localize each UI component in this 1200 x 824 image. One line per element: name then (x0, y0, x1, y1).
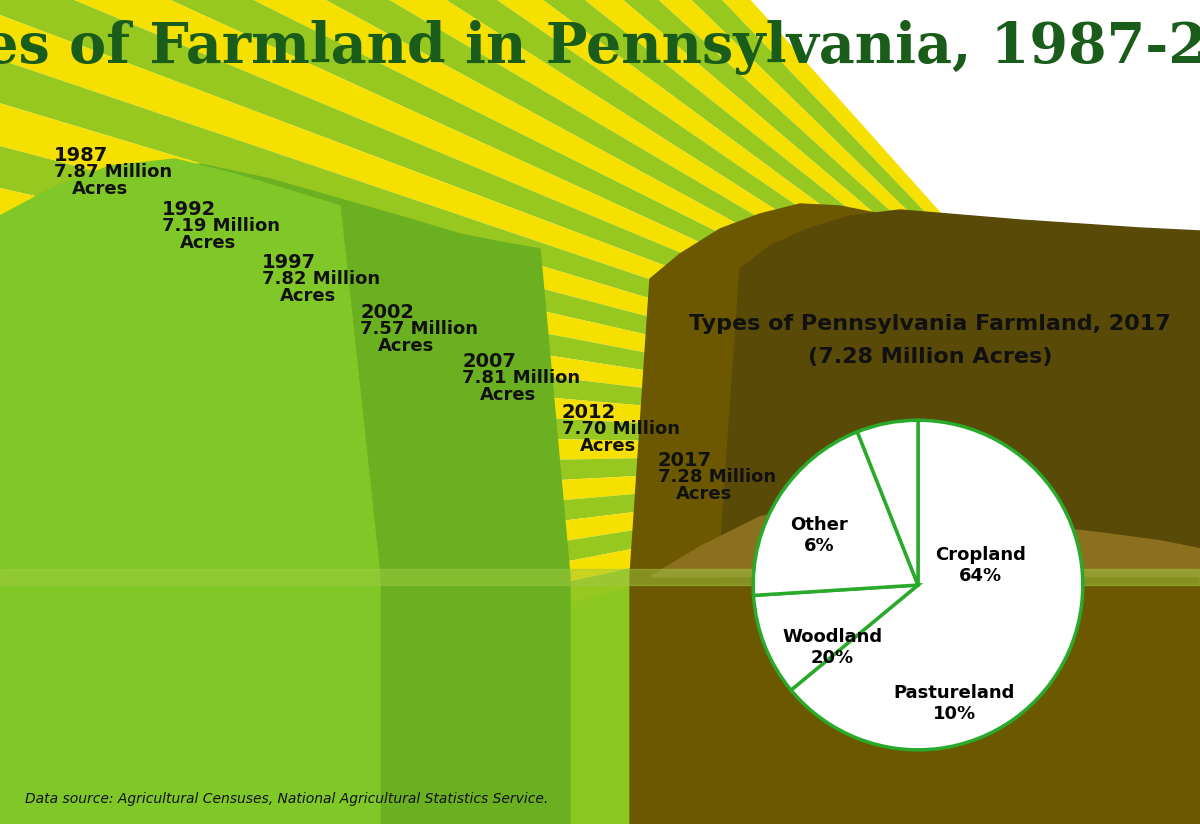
Bar (0, 569, 1200, 585)
Text: 1987: 1987 (54, 147, 108, 166)
Text: 7.87 Million: 7.87 Million (54, 163, 172, 181)
Polygon shape (0, 449, 1152, 665)
Polygon shape (0, 236, 1152, 449)
Text: Acres: Acres (580, 438, 636, 456)
Polygon shape (0, 159, 380, 824)
Text: 1992: 1992 (162, 200, 216, 219)
Text: Acres: Acres (378, 337, 434, 355)
Polygon shape (0, 0, 1152, 449)
Text: 2007: 2007 (462, 353, 516, 372)
Polygon shape (630, 204, 1200, 824)
Polygon shape (0, 0, 1152, 449)
Text: Acres: Acres (676, 485, 732, 503)
Polygon shape (0, 0, 1152, 449)
Text: 2017: 2017 (658, 452, 712, 471)
Text: 7.82 Million: 7.82 Million (262, 270, 379, 288)
Wedge shape (754, 432, 918, 596)
Text: 2012: 2012 (562, 404, 616, 423)
Polygon shape (0, 449, 1152, 824)
Text: 7.57 Million: 7.57 Million (360, 320, 478, 338)
Wedge shape (754, 585, 918, 690)
Polygon shape (0, 0, 1152, 449)
Text: 7.70 Million: 7.70 Million (562, 420, 679, 438)
Text: 1997: 1997 (262, 254, 316, 273)
Polygon shape (0, 0, 1152, 449)
Polygon shape (0, 408, 1152, 494)
Text: Other
6%: Other 6% (791, 516, 848, 555)
Polygon shape (0, 321, 1152, 449)
Text: Acres: Acres (280, 288, 336, 306)
Wedge shape (791, 420, 1082, 750)
Polygon shape (0, 0, 1152, 449)
Text: 7.81 Million: 7.81 Million (462, 369, 580, 387)
Polygon shape (0, 0, 1152, 449)
Polygon shape (720, 210, 1200, 577)
Text: Woodland
20%: Woodland 20% (782, 628, 882, 667)
Polygon shape (0, 449, 1152, 579)
Polygon shape (0, 0, 1152, 449)
Polygon shape (0, 0, 1152, 449)
Polygon shape (0, 449, 1152, 824)
Polygon shape (0, 0, 1152, 449)
Polygon shape (0, 449, 1152, 824)
Polygon shape (0, 0, 1152, 449)
Polygon shape (0, 164, 570, 824)
Polygon shape (0, 0, 1152, 449)
Polygon shape (0, 0, 1152, 449)
Polygon shape (0, 0, 1152, 449)
Text: Acres: Acres (480, 386, 536, 405)
Polygon shape (0, 0, 1152, 449)
Text: (7.28 Million Acres): (7.28 Million Acres) (808, 347, 1052, 367)
Bar (0, 0, 1200, 577)
Polygon shape (0, 151, 1152, 449)
Text: Cropland
64%: Cropland 64% (935, 545, 1026, 585)
Text: Acres: Acres (72, 180, 128, 199)
Text: Types of Pennsylvania Farmland, 2017: Types of Pennsylvania Farmland, 2017 (689, 314, 1171, 334)
Text: 7.19 Million: 7.19 Million (162, 217, 280, 235)
Text: Pastureland
10%: Pastureland 10% (894, 684, 1015, 723)
Wedge shape (857, 420, 918, 585)
Polygon shape (0, 0, 1152, 449)
Polygon shape (0, 0, 1152, 449)
Polygon shape (0, 65, 1152, 449)
Polygon shape (650, 505, 1200, 577)
Text: 2002: 2002 (360, 303, 414, 322)
Text: Acres: Acres (180, 234, 236, 252)
Polygon shape (0, 449, 1152, 751)
Bar (0, 577, 1200, 824)
Polygon shape (0, 0, 1152, 449)
Text: Acres of Farmland in Pennsylvania, 1987-2017: Acres of Farmland in Pennsylvania, 1987-… (0, 20, 1200, 75)
Polygon shape (0, 0, 1152, 449)
Text: 7.28 Million: 7.28 Million (658, 468, 775, 486)
Polygon shape (0, 0, 1152, 449)
Text: Data source: Agricultural Censuses, National Agricultural Statistics Service.: Data source: Agricultural Censuses, Nati… (25, 792, 548, 806)
Polygon shape (0, 449, 1152, 824)
